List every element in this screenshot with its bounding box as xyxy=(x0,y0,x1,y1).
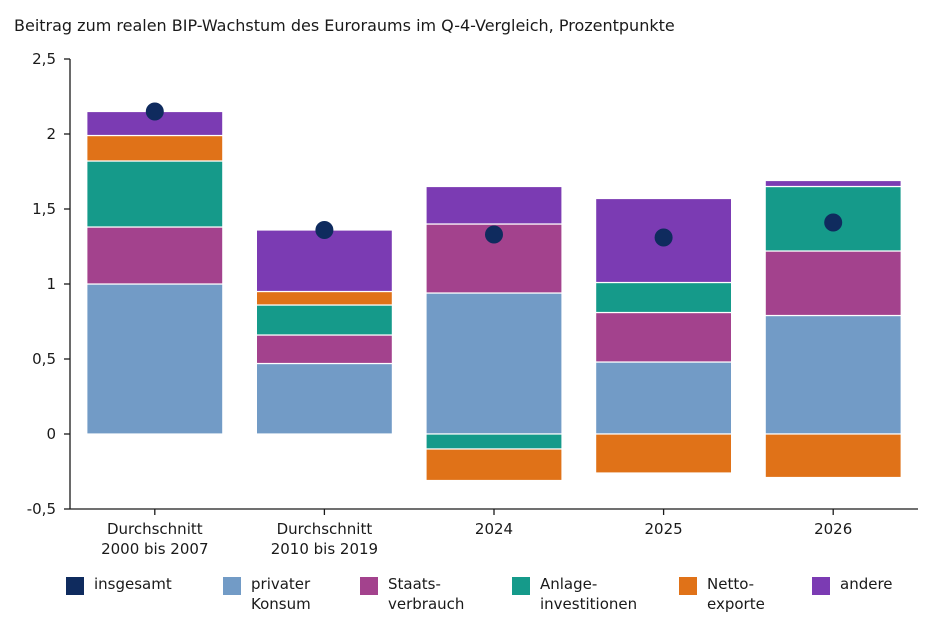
legend-swatch-anlageinvestitionen xyxy=(512,577,530,595)
y-tick-label: 2,5 xyxy=(32,50,56,68)
bar-segment-staats-verbrauch xyxy=(86,226,224,285)
total-marker xyxy=(315,221,334,239)
legend-item-staatsverbrauch: Staats- verbrauch xyxy=(360,574,464,614)
bar-segment-netto-exporte xyxy=(594,433,733,474)
bar-segment-netto-exporte xyxy=(255,290,393,306)
bar-segment-andere xyxy=(255,229,393,293)
legend-label-anlageinvestitionen: Anlage- investitionen xyxy=(540,575,638,613)
bar-segment-privater-konsum xyxy=(86,283,224,435)
legend-label-nettoexporte: Netto- exporte xyxy=(707,575,765,613)
legend-label-staatsverbrauch: Staats- verbrauch xyxy=(388,575,465,613)
bar-segment-privater-konsum xyxy=(425,292,563,435)
bar-segment-andere xyxy=(764,179,902,188)
legend-item-anlageinvestitionen: Anlage- investitionen xyxy=(512,574,637,614)
bar-segment-netto-exporte xyxy=(425,448,563,482)
legend-swatch-insgesamt xyxy=(66,577,84,595)
legend: insgesamt privater Konsum Staats- verbra… xyxy=(0,574,941,624)
legend-label-privater-konsum: privater Konsum xyxy=(251,575,311,613)
chart-title: Beitrag zum realen BIP-Wachstum des Euro… xyxy=(14,16,675,35)
bar-segment-anlage-investitionen xyxy=(86,160,224,228)
total-marker xyxy=(145,102,164,121)
y-tick-label: 0 xyxy=(46,425,56,443)
total-marker xyxy=(485,225,503,244)
y-tick-label: -0,5 xyxy=(27,500,56,518)
bar-segment-anlage-investitionen xyxy=(255,304,393,336)
x-tick-label: Durchschnitt 2010 bis 2019 xyxy=(271,520,378,558)
legend-item-andere: andere xyxy=(812,574,893,595)
legend-swatch-andere xyxy=(812,577,830,595)
bar-segment-privater-konsum xyxy=(594,361,733,435)
y-tick-label: 1,5 xyxy=(32,200,56,218)
chart-area: -0,5 0 0,5 1 1,5 2 2,5 Durchschnitt 2000 bis 200… xyxy=(27,50,918,558)
bar-segment-anlage-investitionen xyxy=(425,433,563,450)
legend-label-insgesamt: insgesamt xyxy=(94,575,172,593)
legend-swatch-nettoexporte xyxy=(679,577,697,595)
y-tick-label: 1 xyxy=(46,275,56,293)
bar-segment-andere xyxy=(425,185,563,225)
legend-item-insgesamt: insgesamt xyxy=(66,574,172,595)
legend-swatch-staatsverbrauch xyxy=(360,577,378,595)
bar-segment-netto-exporte xyxy=(86,134,224,162)
legend-swatch-privater-konsum xyxy=(223,577,241,595)
x-tick-label: 2024 xyxy=(475,520,513,538)
bar-segment-staats-verbrauch xyxy=(594,311,733,363)
y-tick-label: 0,5 xyxy=(32,350,56,368)
bar-segment-staats-verbrauch xyxy=(255,334,393,365)
bar-segment-privater-konsum xyxy=(764,314,902,435)
x-tick-label: 2026 xyxy=(814,520,852,538)
legend-item-nettoexporte: Netto- exporte xyxy=(679,574,765,614)
y-tick-label: 2 xyxy=(46,125,56,143)
bar-segment-privater-konsum xyxy=(255,362,393,435)
bar-segment-netto-exporte xyxy=(764,433,902,479)
legend-item-privater-konsum: privater Konsum xyxy=(223,574,311,614)
legend-label-andere: andere xyxy=(840,575,893,593)
x-tick-label: 2025 xyxy=(645,520,683,538)
total-marker xyxy=(824,213,843,232)
total-marker xyxy=(654,228,673,247)
bar-segment-anlage-investitionen xyxy=(594,281,733,314)
x-tick-label: Durchschnitt 2000 bis 2007 xyxy=(101,520,208,558)
bar-segment-staats-verbrauch xyxy=(764,250,902,317)
